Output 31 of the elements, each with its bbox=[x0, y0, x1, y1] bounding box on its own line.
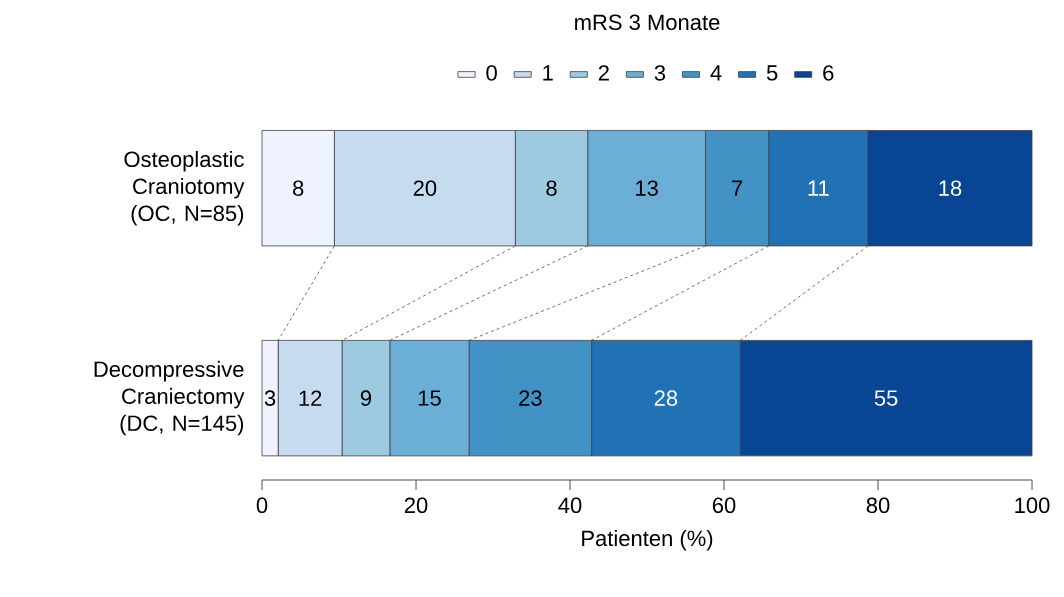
x-tick-label: 100 bbox=[1015, 497, 1050, 514]
annotation: 11 bbox=[808, 180, 829, 196]
annotation: 15 bbox=[418, 390, 441, 406]
annotation: 55 bbox=[874, 390, 898, 406]
annotation: 3 bbox=[264, 390, 276, 406]
annotation: 18 bbox=[939, 180, 962, 196]
legend-title: mRS 3 Monate bbox=[575, 14, 720, 31]
y-tick-label: Decompressive Craniectomy (DC, N=145) bbox=[94, 360, 245, 436]
legend-label: 3 bbox=[654, 65, 666, 81]
legend-label: 0 bbox=[486, 65, 497, 81]
legend-label: 1 bbox=[543, 65, 553, 81]
x-axis-title: Patienten (%) bbox=[582, 529, 713, 551]
x-tick-label: 60 bbox=[712, 497, 736, 514]
x-tick-label: 20 bbox=[404, 497, 428, 514]
x-tick-label: 0 bbox=[256, 497, 268, 514]
annotation: 13 bbox=[636, 180, 658, 196]
annotation: 8 bbox=[546, 180, 557, 196]
legend-label: 5 bbox=[766, 65, 778, 81]
annotation: 23 bbox=[519, 390, 542, 406]
annotation: 9 bbox=[360, 390, 372, 406]
annotation: 7 bbox=[732, 180, 743, 196]
annotation: 28 bbox=[654, 390, 678, 406]
annotation: 12 bbox=[299, 390, 322, 406]
x-tick-label: 40 bbox=[558, 497, 582, 514]
legend-label: 6 bbox=[823, 65, 834, 81]
legend-label: 2 bbox=[598, 65, 609, 81]
legend-label: 4 bbox=[710, 65, 722, 81]
x-tick-label: 80 bbox=[866, 497, 890, 514]
annotation: 8 bbox=[293, 180, 304, 196]
y-tick-label: Osteoplastic Craniotomy (OC, N=85) bbox=[124, 150, 245, 226]
annotation: 20 bbox=[413, 180, 437, 196]
